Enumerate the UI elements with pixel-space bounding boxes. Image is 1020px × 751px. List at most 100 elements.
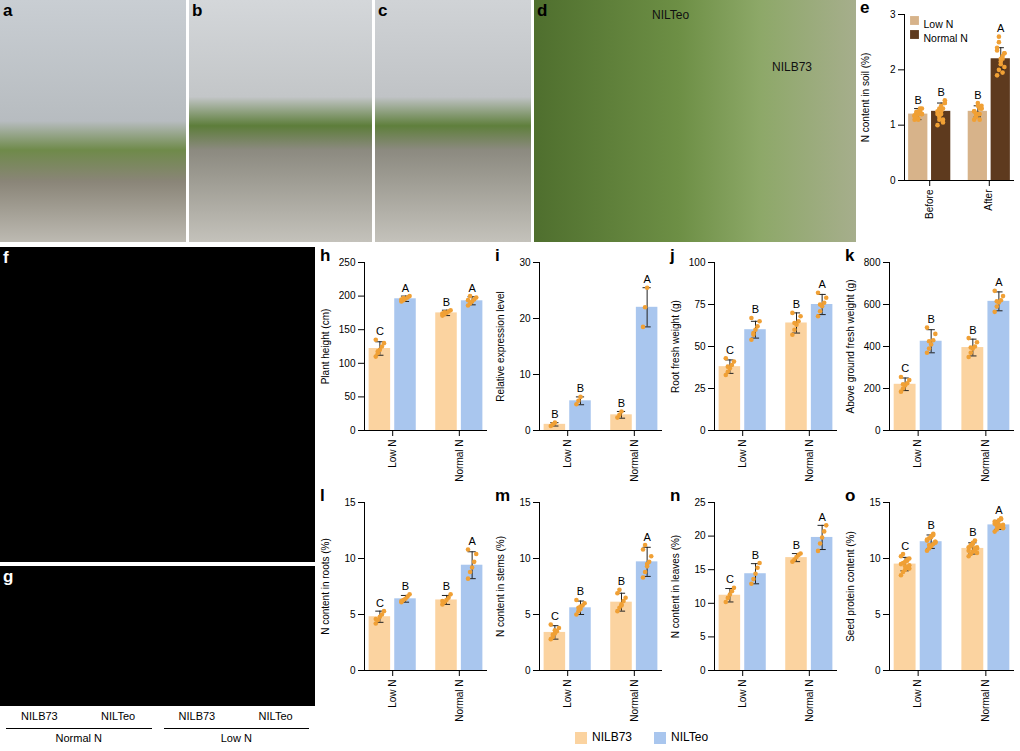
svg-text:5: 5 [700,631,706,642]
svg-text:Relative expression level: Relative expression level [495,291,506,402]
svg-text:30: 30 [519,257,531,268]
svg-text:25: 25 [694,497,706,508]
svg-text:B: B [793,298,800,310]
svg-text:Normal N: Normal N [980,680,991,722]
svg-text:Normal N: Normal N [980,440,991,482]
svg-text:Low N: Low N [737,680,748,708]
svg-text:20: 20 [694,530,706,541]
svg-text:15: 15 [869,497,881,508]
svg-text:15: 15 [694,564,706,575]
svg-text:75: 75 [694,299,706,310]
svg-text:N content in soil (%): N content in soil (%) [860,53,871,142]
svg-text:15: 15 [519,497,531,508]
svg-text:Before: Before [924,189,935,219]
svg-text:B: B [927,519,934,531]
svg-text:B: B [969,526,976,538]
svg-text:0: 0 [875,665,881,676]
svg-text:5: 5 [350,609,356,620]
svg-text:A: A [818,278,826,290]
svg-text:N content in leaves (%): N content in leaves (%) [670,535,681,638]
svg-text:100: 100 [689,257,706,268]
svg-text:B: B [551,408,558,420]
svg-text:C: C [901,362,909,374]
svg-text:Low N: Low N [912,440,923,468]
svg-text:B: B [577,382,584,394]
svg-text:200: 200 [339,290,356,301]
svg-text:A: A [468,535,476,547]
svg-text:A: A [818,511,826,523]
svg-text:Low N: Low N [387,680,398,708]
svg-text:A: A [468,282,476,294]
svg-text:400: 400 [864,341,881,352]
svg-text:800: 800 [864,257,881,268]
svg-text:15: 15 [344,497,356,508]
svg-text:10: 10 [694,598,706,609]
svg-text:Plant height (cm): Plant height (cm) [320,309,331,385]
svg-text:B: B [752,303,759,315]
svg-text:0: 0 [875,425,881,436]
svg-text:C: C [376,597,384,609]
svg-text:Low N: Low N [912,680,923,708]
svg-text:10: 10 [519,553,531,564]
svg-text:A: A [643,273,651,285]
svg-text:100: 100 [339,358,356,369]
svg-text:C: C [551,610,559,622]
svg-text:N content in stems (%): N content in stems (%) [495,536,506,637]
svg-text:A: A [402,282,410,294]
svg-text:C: C [726,344,734,356]
svg-text:0: 0 [700,425,706,436]
svg-text:B: B [915,94,922,106]
svg-text:10: 10 [344,553,356,564]
svg-text:Normal N: Normal N [804,440,815,482]
svg-text:Root fresh weight (g): Root fresh weight (g) [670,300,681,393]
svg-text:0: 0 [890,175,896,186]
svg-text:0: 0 [525,425,531,436]
svg-text:B: B [618,575,625,587]
svg-text:5: 5 [525,609,531,620]
svg-text:A: A [997,22,1005,34]
svg-text:0: 0 [350,425,356,436]
svg-text:Normal N: Normal N [804,680,815,722]
svg-text:20: 20 [519,313,531,324]
svg-text:Normal N: Normal N [924,32,968,44]
svg-text:250: 250 [339,257,356,268]
svg-text:Low N: Low N [737,440,748,468]
svg-text:C: C [901,540,909,552]
svg-text:150: 150 [339,324,356,335]
svg-text:0: 0 [700,665,706,676]
svg-text:10: 10 [519,369,531,380]
svg-text:A: A [643,531,651,543]
svg-text:200: 200 [864,383,881,394]
svg-text:5: 5 [875,609,881,620]
svg-text:Above ground fresh weight (g): Above ground fresh weight (g) [845,280,856,414]
svg-text:N content in roots (%): N content in roots (%) [320,538,331,635]
svg-text:50: 50 [344,391,356,402]
svg-text:C: C [376,325,384,337]
svg-text:Low N: Low N [387,440,398,468]
svg-text:600: 600 [864,299,881,310]
svg-text:1: 1 [890,119,896,130]
svg-text:Low N: Low N [562,440,573,468]
svg-text:Normal N: Normal N [454,440,465,482]
svg-text:B: B [618,397,625,409]
svg-text:Normal N: Normal N [454,680,465,722]
svg-text:B: B [927,313,934,325]
svg-text:B: B [443,580,450,592]
svg-text:Normal N: Normal N [629,440,640,482]
svg-text:Normal N: Normal N [629,680,640,722]
svg-text:A: A [995,504,1003,516]
svg-text:B: B [752,549,759,561]
svg-text:Low N: Low N [924,18,954,30]
svg-text:C: C [726,573,734,585]
svg-text:Low N: Low N [562,680,573,708]
svg-text:B: B [969,324,976,336]
svg-text:B: B [793,539,800,551]
svg-text:3: 3 [890,9,896,20]
svg-text:B: B [974,89,981,101]
svg-text:0: 0 [350,665,356,676]
svg-text:25: 25 [694,383,706,394]
svg-text:0: 0 [525,665,531,676]
svg-text:2: 2 [890,64,896,75]
svg-text:B: B [937,86,944,98]
svg-text:After: After [983,189,994,211]
